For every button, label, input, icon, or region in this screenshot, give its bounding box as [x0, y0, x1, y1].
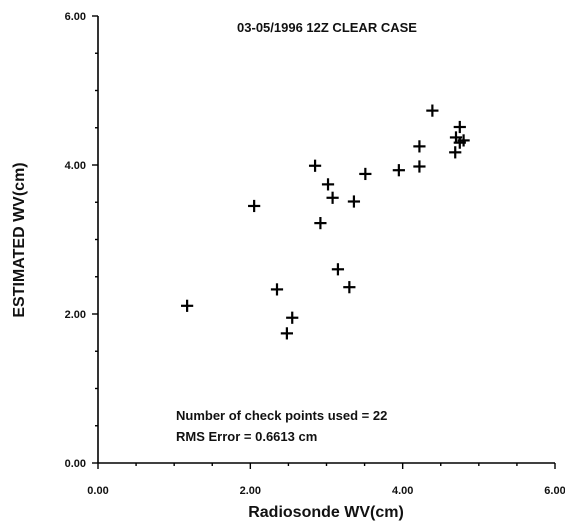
- x-tick-label: 0.00: [87, 485, 108, 497]
- y-tick-label: 0.00: [65, 458, 86, 470]
- data-point: [426, 104, 439, 117]
- data-point: [359, 167, 372, 181]
- y-tick-label: 4.00: [65, 160, 86, 172]
- data-point: [392, 164, 405, 177]
- x-tick-label: 4.00: [392, 485, 413, 497]
- data-point: [326, 191, 339, 204]
- data-points: [181, 104, 470, 340]
- data-point: [343, 281, 356, 294]
- data-point: [457, 134, 470, 147]
- data-point: [308, 159, 322, 172]
- data-point: [347, 195, 361, 208]
- x-tick-label: 6.00: [544, 485, 565, 497]
- data-point: [449, 146, 462, 159]
- data-point: [286, 311, 299, 324]
- y-tick-label: 2.00: [65, 309, 86, 321]
- data-point: [331, 263, 345, 276]
- y-axis-label: ESTIMATED WV(cm): [11, 162, 28, 317]
- data-point: [413, 160, 426, 173]
- data-point: [314, 217, 327, 230]
- y-axis-ticks: 0.00 2.00 4.00 6.00: [65, 11, 98, 470]
- data-point: [270, 283, 284, 296]
- x-axis-label: Radiosonde WV(cm): [248, 504, 404, 521]
- rms-error-annotation: RMS Error = 0.6613 cm: [176, 429, 317, 444]
- chart-title: 03-05/1996 12Z CLEAR CASE: [237, 20, 417, 35]
- data-point: [453, 120, 466, 134]
- data-point: [280, 327, 293, 340]
- data-point: [181, 299, 194, 312]
- data-point: [321, 178, 335, 191]
- check-points-annotation: Number of check points used = 22: [176, 408, 387, 423]
- data-point: [248, 199, 261, 213]
- y-tick-label: 6.00: [65, 11, 86, 23]
- x-axis-ticks: 0.00 2.00 4.00 6.00: [87, 463, 565, 497]
- data-point: [413, 140, 426, 153]
- x-tick-label: 2.00: [240, 485, 261, 497]
